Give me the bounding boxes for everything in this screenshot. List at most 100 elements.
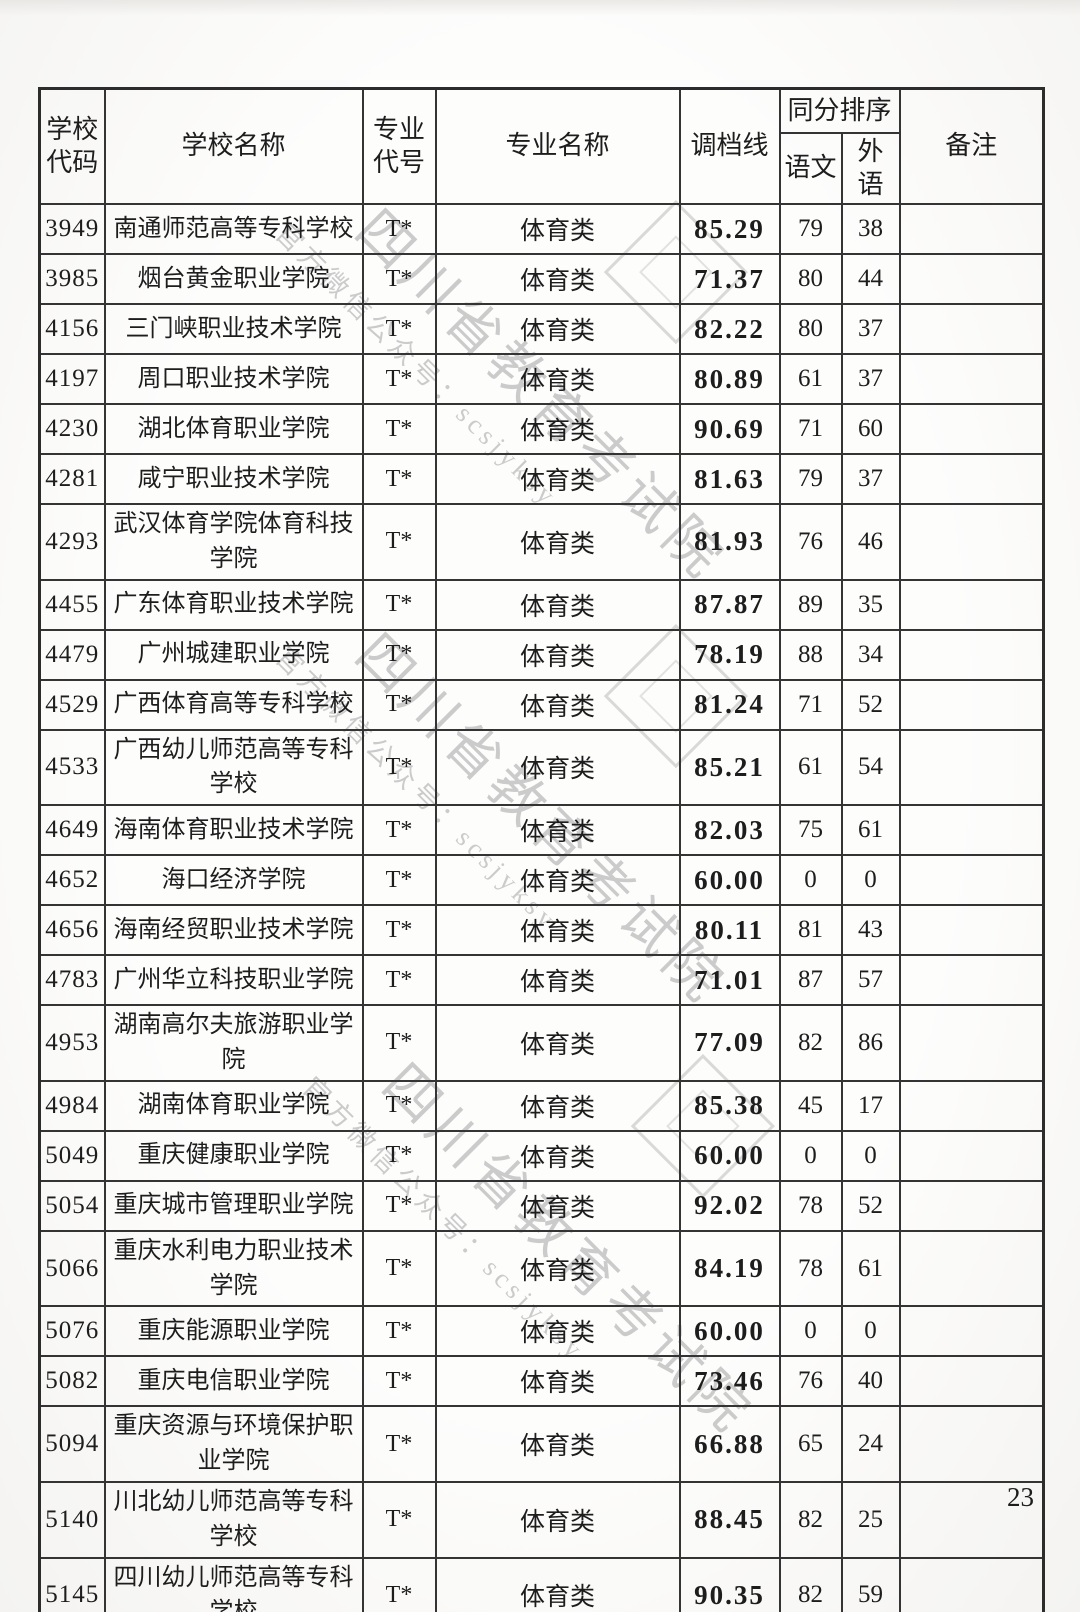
cell-foreign-score: 52 — [840, 1179, 901, 1232]
header-school-code: 学校代码 — [38, 87, 106, 205]
cell-remark — [898, 854, 1045, 907]
cell-admission-line: 90.69 — [678, 403, 781, 455]
cell-chinese-score: 88 — [778, 628, 843, 681]
cell-major-name: 体育类 — [434, 954, 681, 1007]
cell-chinese-score: 81 — [778, 904, 843, 957]
cell-foreign-score: 57 — [840, 954, 901, 1007]
cell-chinese-score: 75 — [778, 804, 843, 857]
cell-major-code: T* — [361, 1004, 437, 1082]
cell-chinese-score: 0 — [778, 1305, 843, 1358]
cell-foreign-score: 37 — [840, 353, 901, 405]
cell-school-name: 湖南高尔夫旅游职业学院 — [103, 1004, 364, 1082]
cell-major-name: 体育类 — [434, 253, 681, 305]
cell-school-name: 咸宁职业技术学院 — [103, 453, 364, 505]
cell-remark — [898, 353, 1045, 405]
cell-remark — [898, 1004, 1045, 1082]
cell-major-code: T* — [361, 1355, 437, 1408]
cell-foreign-score: 38 — [840, 203, 901, 255]
cell-school-name: 湖北体育职业学院 — [103, 403, 364, 455]
cell-school-code: 5054 — [38, 1179, 106, 1232]
cell-foreign-score: 0 — [840, 1305, 901, 1358]
cell-admission-line: 66.88 — [678, 1405, 781, 1483]
cell-chinese-score: 0 — [778, 854, 843, 907]
cell-major-code: T* — [361, 628, 437, 681]
cell-admission-line: 85.38 — [678, 1079, 781, 1132]
cell-remark — [898, 1129, 1045, 1182]
cell-major-code: T* — [361, 1229, 437, 1308]
cell-admission-line: 87.87 — [678, 578, 781, 631]
header-chinese: 语文 — [778, 132, 843, 205]
cell-school-name: 重庆城市管理职业学院 — [103, 1179, 364, 1232]
table-row: 4230 湖北体育职业学院 T* 体育类 90.69 71 60 — [38, 403, 1045, 455]
cell-school-code: 4230 — [38, 403, 106, 455]
cell-major-code: T* — [361, 203, 437, 255]
cell-school-code: 4783 — [38, 954, 106, 1007]
cell-admission-line: 81.63 — [678, 453, 781, 505]
table-row: 5076 重庆能源职业学院 T* 体育类 60.00 0 0 — [38, 1305, 1045, 1358]
table-row: 4479 广州城建职业学院 T* 体育类 78.19 88 34 — [38, 628, 1045, 681]
cell-school-name: 三门峡职业技术学院 — [103, 303, 364, 355]
cell-major-name: 体育类 — [434, 1229, 681, 1308]
cell-major-name: 体育类 — [434, 628, 681, 681]
cell-school-name: 南通师范高等专科学校 — [103, 203, 364, 255]
cell-school-name: 海南体育职业技术学院 — [103, 804, 364, 857]
cell-admission-line: 82.22 — [678, 303, 781, 355]
cell-foreign-score: 35 — [840, 578, 901, 631]
header-school-name: 学校名称 — [103, 87, 364, 205]
cell-admission-line: 60.00 — [678, 1305, 781, 1358]
cell-school-code: 4293 — [38, 503, 106, 581]
cell-major-code: T* — [361, 1556, 437, 1612]
cell-school-code: 5076 — [38, 1305, 106, 1358]
cell-school-name: 广西体育高等专科学校 — [103, 678, 364, 731]
cell-school-name: 湖南体育职业学院 — [103, 1079, 364, 1132]
table-row: 4529 广西体育高等专科学校 T* 体育类 81.24 71 52 — [38, 678, 1045, 731]
cell-school-code: 4984 — [38, 1079, 106, 1132]
cell-remark — [898, 804, 1045, 857]
table-row: 3985 烟台黄金职业学院 T* 体育类 71.37 80 44 — [38, 253, 1045, 305]
cell-remark — [898, 253, 1045, 305]
cell-chinese-score: 82 — [778, 1480, 843, 1559]
cell-school-code: 5094 — [38, 1405, 106, 1483]
cell-major-code: T* — [361, 403, 437, 455]
cell-remark — [898, 503, 1045, 581]
cell-chinese-score: 82 — [778, 1556, 843, 1612]
cell-foreign-score: 54 — [840, 728, 901, 807]
cell-school-name: 海口经济学院 — [103, 854, 364, 907]
cell-admission-line: 78.19 — [678, 628, 781, 681]
cell-major-code: T* — [361, 1079, 437, 1132]
cell-major-name: 体育类 — [434, 1556, 681, 1612]
cell-major-code: T* — [361, 1129, 437, 1182]
cell-chinese-score: 65 — [778, 1405, 843, 1483]
cell-major-name: 体育类 — [434, 904, 681, 957]
cell-school-name: 重庆能源职业学院 — [103, 1305, 364, 1358]
cell-admission-line: 92.02 — [678, 1179, 781, 1232]
table-row: 4197 周口职业技术学院 T* 体育类 80.89 61 37 — [38, 353, 1045, 405]
cell-foreign-score: 34 — [840, 628, 901, 681]
cell-school-name: 广西幼儿师范高等专科学校 — [103, 728, 364, 807]
cell-foreign-score: 17 — [840, 1079, 901, 1132]
cell-chinese-score: 89 — [778, 578, 843, 631]
cell-remark — [898, 904, 1045, 957]
cell-foreign-score: 37 — [840, 453, 901, 505]
admission-score-table: 学校代码 学校名称 专业代号 专业名称 调档线 同分排序 备注 语文 外语 39… — [38, 87, 1046, 1612]
cell-major-code: T* — [361, 954, 437, 1007]
cell-major-name: 体育类 — [434, 1405, 681, 1483]
cell-major-code: T* — [361, 353, 437, 405]
cell-major-name: 体育类 — [434, 578, 681, 631]
cell-admission-line: 71.37 — [678, 253, 781, 305]
page-number: 23 — [1007, 1482, 1034, 1512]
table-body: 3949 南通师范高等专科学校 T* 体育类 85.29 79 38 3985 … — [38, 203, 1045, 1612]
table-row: 4455 广东体育职业技术学院 T* 体育类 87.87 89 35 — [38, 578, 1045, 631]
table-row: 5094 重庆资源与环境保护职业学院 T* 体育类 66.88 65 24 — [38, 1405, 1045, 1483]
cell-chinese-score: 80 — [778, 303, 843, 355]
cell-school-code: 5140 — [38, 1480, 106, 1559]
cell-school-name: 重庆水利电力职业技术学院 — [103, 1229, 364, 1308]
cell-chinese-score: 78 — [778, 1229, 843, 1308]
cell-major-name: 体育类 — [434, 1355, 681, 1408]
cell-chinese-score: 45 — [778, 1079, 843, 1132]
cell-major-name: 体育类 — [434, 353, 681, 405]
cell-chinese-score: 82 — [778, 1004, 843, 1082]
cell-school-code: 4529 — [38, 678, 106, 731]
cell-major-name: 体育类 — [434, 203, 681, 255]
